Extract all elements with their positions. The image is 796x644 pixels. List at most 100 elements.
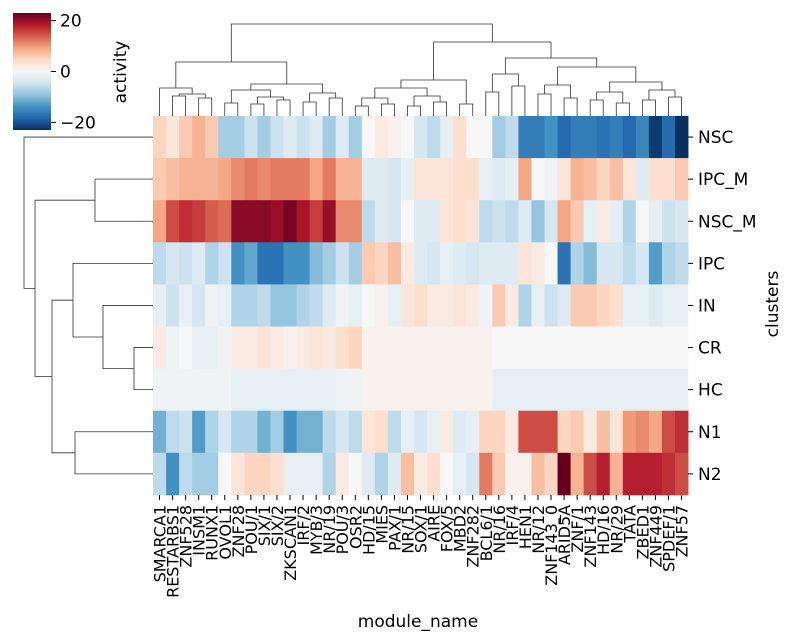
dendrogram-link	[230, 89, 271, 103]
heatmap-cell	[570, 200, 585, 243]
heatmap-cell	[322, 452, 337, 496]
heatmap-cell	[231, 116, 245, 159]
heatmap-cell	[257, 200, 271, 243]
heatmap-cell	[205, 116, 219, 159]
heatmap-cell	[218, 326, 232, 369]
heatmap-cell	[205, 242, 219, 285]
heatmap-cell	[270, 326, 284, 369]
heatmap-cell	[518, 242, 532, 285]
dendrogram-link	[459, 103, 474, 116]
heatmap-cell	[596, 116, 611, 159]
heatmap-cell	[322, 200, 337, 243]
heatmap-cell	[609, 242, 624, 285]
heatmap-cell	[335, 158, 350, 201]
col-label: SPDEF/1	[660, 505, 679, 572]
heatmap-cell	[270, 452, 284, 496]
heatmap-cell	[648, 326, 663, 369]
col-label: RESTARBS1	[164, 505, 183, 598]
heatmap-cell	[479, 116, 493, 159]
heatmap-cell	[296, 326, 310, 369]
heatmap-cell	[427, 116, 441, 159]
col-label: ZNF282	[464, 505, 483, 568]
col-label: POU/3	[333, 505, 352, 555]
heatmap-cell	[492, 284, 506, 327]
heatmap-cell	[257, 158, 271, 201]
heatmap-cell	[635, 368, 650, 412]
heatmap-cell	[557, 116, 571, 159]
heatmap-cell	[440, 116, 454, 159]
heatmap-cell	[270, 158, 284, 201]
heatmap-cell	[635, 158, 650, 201]
heatmap-cell	[361, 116, 376, 159]
heatmap-cell	[179, 326, 193, 369]
heatmap-cell	[531, 116, 545, 159]
heatmap-cell	[205, 452, 219, 496]
heatmap-cell	[479, 242, 493, 285]
heatmap-cell	[466, 116, 480, 159]
heatmap-cell	[505, 368, 519, 412]
dendrogram-link	[72, 262, 153, 338]
heatmap-cell	[387, 326, 402, 369]
heatmap-cell	[583, 200, 598, 243]
dendrogram-link	[102, 305, 153, 370]
heatmap-cell	[374, 368, 389, 412]
heatmap-cell	[205, 410, 219, 454]
col-label: OVOL1	[216, 505, 235, 560]
heatmap-cell	[648, 452, 663, 496]
heatmap-cell	[492, 452, 506, 496]
heatmap-cell	[335, 368, 350, 412]
heatmap-cell	[205, 284, 219, 327]
heatmap-cell	[518, 452, 532, 496]
heatmap-cell	[283, 200, 297, 243]
heatmap-cell	[348, 158, 363, 201]
heatmap-cell	[622, 452, 637, 496]
dendrogram-link	[648, 89, 676, 100]
column-tick-labels: SMARCA1RESTARBS1ZNF528INSM1RUNX1OVOL1ZNF…	[151, 494, 692, 598]
heatmap-cell	[635, 116, 650, 159]
heatmap-cell	[179, 116, 193, 159]
heatmap-cell	[296, 242, 310, 285]
heatmap-cell	[257, 326, 271, 369]
heatmap-cell	[283, 368, 297, 412]
heatmap-cell	[596, 284, 611, 327]
col-label: POU/1	[242, 505, 261, 555]
heatmap-cell	[166, 158, 180, 201]
heatmap-cell	[257, 368, 271, 412]
heatmap-cell	[231, 242, 245, 285]
heatmap-cell	[309, 242, 324, 285]
heatmap-cell	[570, 452, 585, 496]
heatmap-cell	[374, 200, 389, 243]
heatmap-cell	[661, 284, 676, 327]
heatmap-cell	[453, 452, 467, 496]
row-label: N2	[698, 465, 722, 485]
heatmap-cell	[322, 326, 337, 369]
col-label: ZNF449	[646, 505, 665, 568]
col-label: IRF/4	[503, 505, 522, 546]
heatmap-cell	[505, 410, 519, 454]
heatmap-cell	[570, 116, 585, 159]
heatmap-cell	[374, 242, 389, 285]
heatmap-cell	[387, 116, 402, 159]
heatmap-cell	[622, 410, 637, 454]
col-label: ZKSCAN1	[281, 505, 300, 581]
heatmap-cell	[218, 242, 232, 285]
heatmap-cell	[166, 116, 180, 159]
heatmap-cell	[322, 368, 337, 412]
col-label: ZNF/1	[568, 505, 587, 553]
heatmap-cell	[166, 452, 180, 496]
heatmap-cell	[675, 410, 689, 454]
heatmap-cell	[427, 368, 441, 412]
col-label: TATA	[620, 505, 639, 544]
dendrogram-link	[400, 79, 467, 104]
heatmap-cell	[427, 326, 441, 369]
heatmap-cell	[648, 284, 663, 327]
heatmap-cell	[179, 200, 193, 243]
col-label: ZNF143_0	[542, 505, 562, 586]
heatmap-cell	[348, 368, 363, 412]
heatmap-cell	[570, 368, 585, 412]
heatmap-cell	[296, 368, 310, 412]
heatmap-cell	[153, 410, 167, 454]
heatmap-cell	[309, 452, 324, 496]
col-label: BCL6/1	[477, 505, 496, 562]
heatmap-cell	[322, 116, 337, 159]
